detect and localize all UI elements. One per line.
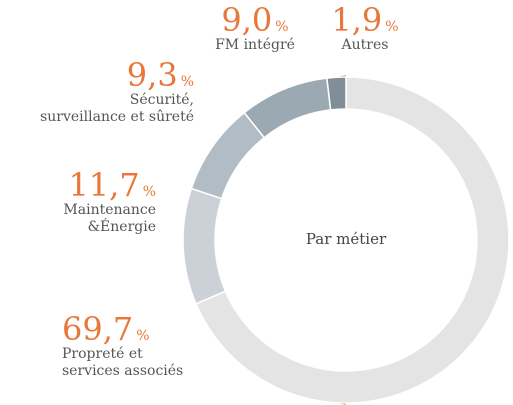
value-row: 9,0%: [200, 3, 310, 37]
category-label: Propreté et services associés: [62, 346, 184, 379]
value-label: 69,7: [62, 310, 134, 348]
unit-label: %: [142, 184, 156, 200]
category-label: Autres: [341, 37, 389, 53]
donut-slice: [195, 76, 510, 404]
unit-label: %: [136, 328, 150, 344]
value-label: 11,7: [68, 166, 140, 204]
value-label: 9,3: [126, 56, 178, 94]
value-row: 1,9%: [325, 3, 405, 37]
donut-slice: [243, 77, 332, 139]
slice-label: 9,3% Sécurité, surveillance et sûreté: [0, 58, 194, 126]
unit-label: %: [385, 19, 399, 35]
category-label: FM intégré: [215, 37, 295, 53]
donut-slice: [326, 76, 347, 111]
value-label: 1,9: [331, 1, 383, 39]
unit-label: %: [180, 74, 194, 90]
value-row: 11,7%: [0, 168, 156, 202]
donut-slice: [182, 187, 227, 305]
value-row: 9,3%: [0, 58, 194, 92]
donut-slice: [190, 111, 266, 200]
slice-label: 11,7% Maintenance &Énergie: [0, 168, 156, 236]
slice-label: 9,0% FM intégré: [200, 3, 310, 54]
slice-label: 1,9% Autres: [325, 3, 405, 54]
value-row: 69,7%: [62, 312, 262, 346]
unit-label: %: [275, 19, 289, 35]
category-label: Sécurité, surveillance et sûreté: [40, 92, 194, 125]
category-label: Maintenance &Énergie: [63, 202, 156, 235]
value-label: 9,0: [221, 1, 273, 39]
center-label: Par métier: [305, 230, 387, 248]
slice-label: 69,7% Propreté et services associés: [62, 312, 262, 380]
